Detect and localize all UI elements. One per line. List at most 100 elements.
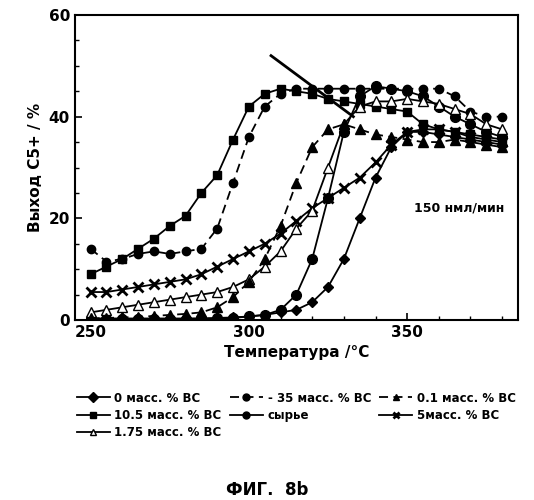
0 масс. % ВС <box>388 144 395 150</box>
- 35 масс. % ВС <box>483 114 490 119</box>
сырье <box>420 94 426 100</box>
сырье <box>167 316 173 322</box>
10.5 масс. % ВС <box>404 108 410 114</box>
10.5 масс. % ВС <box>293 88 300 94</box>
1.75 масс. % ВС <box>420 98 426 104</box>
Line: 10.5 масс. % ВС: 10.5 масс. % ВС <box>87 84 506 278</box>
1.75 масс. % ВС <box>198 292 205 298</box>
5масс. % ВС <box>230 256 236 262</box>
10.5 масс. % ВС <box>483 134 490 140</box>
5масс. % ВС <box>167 279 173 285</box>
1.75 масс. % ВС <box>214 289 221 295</box>
0.1 масс. % ВС <box>483 142 490 148</box>
сырье <box>499 134 505 140</box>
0 масс. % ВС <box>183 316 189 322</box>
сырье <box>214 316 221 322</box>
сырье <box>436 104 442 110</box>
- 35 масс. % ВС <box>214 226 221 232</box>
Text: ФИГ.  8b: ФИГ. 8b <box>226 481 308 499</box>
5масс. % ВС <box>325 195 331 201</box>
1.75 масс. % ВС <box>388 98 395 104</box>
- 35 масс. % ВС <box>357 86 363 91</box>
0.1 масс. % ВС <box>325 126 331 132</box>
0.1 масс. % ВС <box>119 314 125 320</box>
0.1 масс. % ВС <box>309 144 316 150</box>
5масс. % ВС <box>88 289 94 295</box>
5масс. % ВС <box>341 185 347 191</box>
10.5 масс. % ВС <box>214 172 221 178</box>
- 35 масс. % ВС <box>325 86 331 91</box>
10.5 масс. % ВС <box>357 101 363 107</box>
0 масс. % ВС <box>451 134 458 140</box>
0 масс. % ВС <box>357 216 363 222</box>
5масс. % ВС <box>246 248 252 254</box>
5масс. % ВС <box>372 160 379 166</box>
10.5 масс. % ВС <box>372 104 379 110</box>
1.75 масс. % ВС <box>499 126 505 132</box>
сырье <box>388 86 395 91</box>
Text: 150 нмл/мин: 150 нмл/мин <box>413 202 504 214</box>
- 35 масс. % ВС <box>103 258 109 264</box>
сырье <box>119 316 125 322</box>
- 35 масс. % ВС <box>451 94 458 100</box>
5масс. % ВС <box>103 289 109 295</box>
- 35 масс. % ВС <box>499 114 505 119</box>
- 35 масс. % ВС <box>198 246 205 252</box>
- 35 масс. % ВС <box>183 248 189 254</box>
5масс. % ВС <box>388 142 395 148</box>
Line: - 35 масс. % ВС: - 35 масс. % ВС <box>87 84 506 266</box>
- 35 масс. % ВС <box>309 86 316 91</box>
0 масс. % ВС <box>167 316 173 322</box>
10.5 масс. % ВС <box>88 271 94 277</box>
5масс. % ВС <box>483 136 490 142</box>
0.1 масс. % ВС <box>372 132 379 138</box>
Line: 5масс. % ВС: 5масс. % ВС <box>86 124 507 297</box>
1.75 масс. % ВС <box>436 101 442 107</box>
- 35 масс. % ВС <box>151 248 157 254</box>
10.5 масс. % ВС <box>388 106 395 112</box>
0 масс. % ВС <box>293 307 300 313</box>
0.1 масс. % ВС <box>151 313 157 319</box>
- 35 масс. % ВС <box>467 108 474 114</box>
10.5 масс. % ВС <box>151 236 157 242</box>
сырье <box>309 256 316 262</box>
- 35 масс. % ВС <box>420 86 426 91</box>
0.1 масс. % ВС <box>135 314 142 320</box>
- 35 масс. % ВС <box>246 134 252 140</box>
- 35 масс. % ВС <box>119 256 125 262</box>
0.1 масс. % ВС <box>214 304 221 310</box>
- 35 масс. % ВС <box>262 104 268 110</box>
0 масс. % ВС <box>103 316 109 322</box>
5масс. % ВС <box>436 126 442 132</box>
1.75 масс. % ВС <box>357 104 363 110</box>
5масс. % ВС <box>293 218 300 224</box>
0 масс. % ВС <box>151 316 157 322</box>
0 масс. % ВС <box>467 136 474 142</box>
1.75 масс. % ВС <box>372 98 379 104</box>
0 масс. % ВС <box>483 139 490 145</box>
- 35 масс. % ВС <box>135 251 142 257</box>
0.1 масс. % ВС <box>183 311 189 317</box>
0 масс. % ВС <box>198 316 205 322</box>
0.1 масс. % ВС <box>293 180 300 186</box>
0 масс. % ВС <box>88 316 94 322</box>
10.5 масс. % ВС <box>325 96 331 102</box>
сырье <box>88 316 94 322</box>
- 35 масс. % ВС <box>388 86 395 91</box>
сырье <box>246 314 252 320</box>
Legend: 0 масс. % ВС, 10.5 масс. % ВС, 1.75 масс. % ВС, - 35 масс. % ВС, сырье, 0.1 масс: 0 масс. % ВС, 10.5 масс. % ВС, 1.75 масс… <box>72 387 521 444</box>
5масс. % ВС <box>119 286 125 292</box>
сырье <box>230 315 236 321</box>
0.1 масс. % ВС <box>277 223 284 229</box>
10.5 масс. % ВС <box>277 86 284 91</box>
сырье <box>135 316 142 322</box>
- 35 масс. % ВС <box>341 86 347 91</box>
0.1 масс. % ВС <box>388 134 395 140</box>
сырье <box>183 316 189 322</box>
сырье <box>325 195 331 201</box>
0 масс. % ВС <box>372 174 379 180</box>
0.1 масс. % ВС <box>420 139 426 145</box>
Line: 0.1 масс. % ВС: 0.1 масс. % ВС <box>86 120 507 324</box>
0 масс. % ВС <box>499 142 505 148</box>
5масс. % ВС <box>262 241 268 247</box>
